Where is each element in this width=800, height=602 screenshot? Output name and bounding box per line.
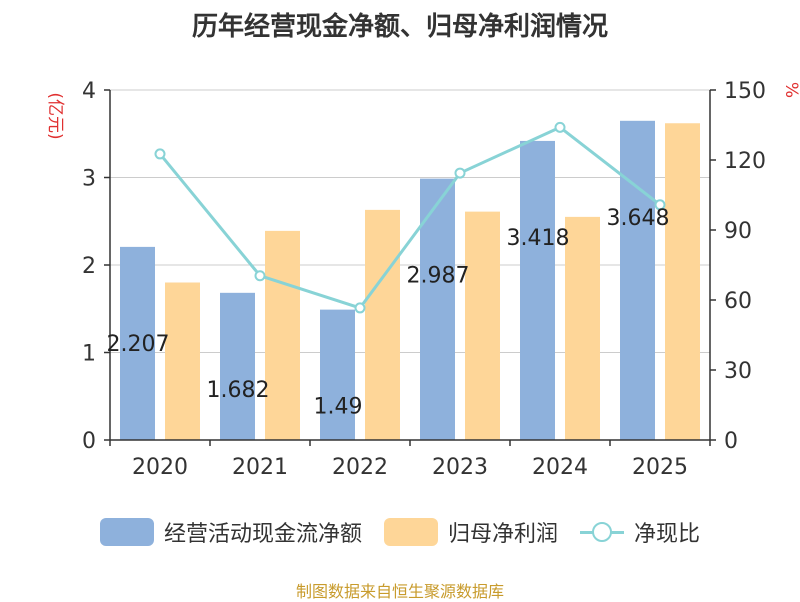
bar-net-profit	[465, 211, 500, 440]
bar-cash-flow	[620, 120, 655, 441]
legend-swatch-cash-flow	[99, 518, 154, 546]
bar-net-profit	[565, 216, 600, 440]
y-right-tick-label: 150	[724, 79, 766, 104]
ratio-point	[254, 270, 266, 282]
y-right-tick-label: 60	[724, 289, 752, 314]
y-right-tick-label: 30	[724, 359, 752, 384]
legend-label-ratio: 净现比	[634, 522, 701, 547]
data-label: 2.207	[107, 332, 170, 357]
bar-net-profit	[365, 209, 400, 440]
legend-item-net-profit[interactable]: 归母净利润	[383, 516, 558, 548]
legend-swatch-ratio	[580, 518, 624, 546]
data-label: 3.418	[507, 226, 570, 251]
x-tick-label: 2024	[532, 455, 588, 480]
bar-cash-flow	[120, 246, 155, 440]
data-label: 2.987	[407, 264, 470, 289]
legend: 经营活动现金流净额 归母净利润 净现比	[0, 516, 800, 548]
x-tick-label: 2020	[132, 455, 188, 480]
source-footer: 制图数据来自恒生聚源数据库	[295, 582, 504, 601]
x-tick-label: 2025	[632, 455, 688, 480]
bar-net-profit	[665, 123, 700, 440]
bar-net-profit	[265, 230, 300, 440]
y-right-tick-label: 0	[724, 429, 738, 454]
bar-cash-flow	[420, 178, 455, 440]
y-left-tick-label: 1	[82, 342, 96, 367]
y-left-tick-label: 4	[82, 79, 96, 104]
ratio-point	[554, 121, 566, 133]
legend-item-ratio[interactable]: 净现比	[580, 516, 700, 548]
chart-title: 历年经营现金净额、归母净利润情况	[191, 12, 608, 42]
data-label: 3.648	[607, 206, 670, 231]
data-label: 1.49	[314, 395, 363, 420]
legend-item-cash-flow[interactable]: 经营活动现金流净额	[99, 516, 362, 548]
y-right-tick-label: 120	[724, 149, 766, 174]
bar-cash-flow	[220, 292, 255, 440]
x-tick-label: 2022	[332, 455, 388, 480]
x-tick-label: 2023	[432, 455, 488, 480]
ratio-point	[454, 167, 466, 179]
y-left-axis-title: (亿元)	[45, 92, 65, 139]
bar-cash-flow	[320, 309, 355, 440]
data-label: 1.682	[207, 378, 270, 403]
ratio-point	[154, 148, 166, 160]
legend-label-net-profit: 归母净利润	[447, 522, 558, 547]
y-right-axis-title: %	[781, 82, 800, 98]
y-left-tick-label: 2	[82, 254, 96, 279]
ratio-point	[354, 302, 366, 314]
bar-cash-flow	[520, 140, 555, 441]
x-tick-label: 2021	[232, 455, 288, 480]
y-left-tick-label: 3	[82, 167, 96, 192]
y-right-tick-label: 90	[724, 219, 752, 244]
ratio-point	[654, 199, 666, 211]
bar-net-profit	[165, 282, 200, 440]
y-left-tick-label: 0	[82, 429, 96, 454]
legend-label-cash-flow: 经营活动现金流净额	[163, 522, 362, 547]
legend-swatch-net-profit	[383, 518, 438, 546]
ratio-line	[158, 125, 661, 310]
